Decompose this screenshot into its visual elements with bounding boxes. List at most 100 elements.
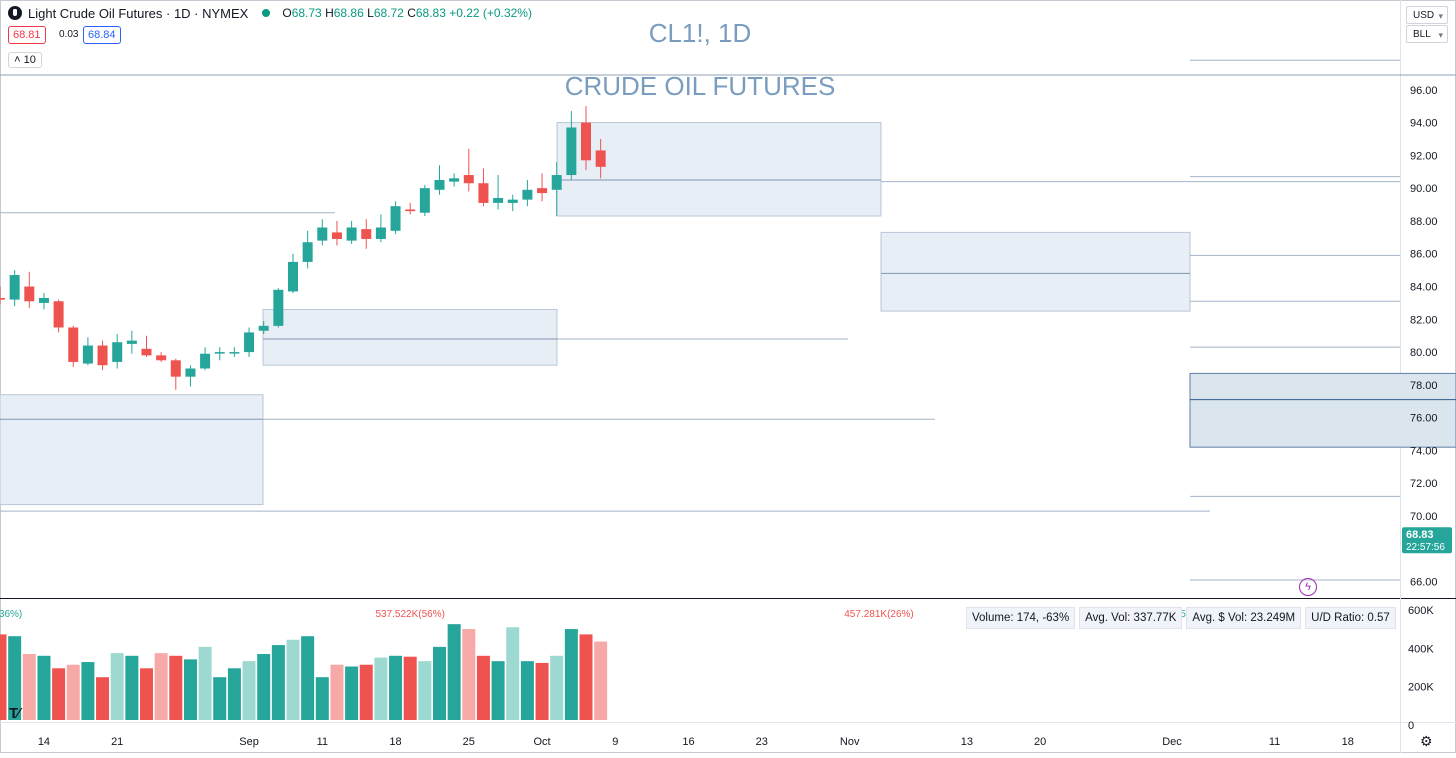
collapse-indicators-button[interactable]: ˄ 10 [8, 52, 42, 68]
volume-label: 537.522K(56%) [375, 609, 445, 620]
volume-bar [8, 636, 22, 720]
gear-icon[interactable]: ⚙ [1420, 733, 1433, 749]
y-tick-label: 92.00 [1410, 150, 1438, 162]
candle-body [126, 340, 137, 344]
x-tick-label: 9 [612, 736, 618, 748]
y-tick-label: 80.00 [1410, 347, 1438, 359]
candle-body [581, 122, 591, 161]
bar-countdown: 22:57:56 [1406, 542, 1445, 553]
candle-body [361, 229, 372, 239]
supply-zone-1 [556, 122, 882, 217]
oil-drop-icon [8, 6, 22, 20]
volume-bar [374, 657, 388, 720]
y-tick-label: 94.00 [1410, 118, 1438, 130]
x-tick-label: 11 [317, 736, 328, 748]
volume-bar [330, 664, 344, 720]
currency-select[interactable]: USD [1406, 6, 1448, 25]
last-price-tag [1402, 527, 1452, 554]
x-tick-label: 11 [1269, 736, 1280, 748]
volume-bar [301, 636, 315, 720]
candle-body [24, 286, 35, 302]
y-tick-label: 82.00 [1410, 314, 1438, 326]
y-tick-label: 90.00 [1410, 183, 1438, 195]
candle-body [419, 188, 430, 213]
volume-bar [227, 668, 241, 720]
demand-zone-1 [0, 394, 264, 506]
candle-body [493, 197, 504, 203]
volume-bar [462, 629, 476, 720]
y-tick-label: 84.00 [1410, 282, 1438, 294]
x-tick-label: 13 [961, 736, 973, 748]
candle-body [375, 227, 386, 239]
volume-label: 457.281K(26%) [844, 609, 914, 620]
candle-body [522, 189, 533, 200]
volume-bar [594, 641, 608, 720]
volume-bar [345, 666, 359, 720]
volume-bar [418, 661, 432, 720]
spread-value: 0.03 [55, 27, 83, 43]
candle-body [317, 227, 328, 241]
volume-axis-label: 0 [1408, 720, 1414, 732]
y-tick-label: 66.00 [1410, 577, 1438, 589]
candle-body [390, 206, 401, 231]
avg-dollar-volume-stat: Avg. $ Vol: 23.249M [1186, 607, 1302, 629]
volume-label: 14K(36%) [0, 609, 22, 620]
symbol-title[interactable]: Light Crude Oil Futures · 1D · NYMEX [28, 5, 249, 21]
candle-body [244, 332, 255, 353]
avg-volume-stat: Avg. Vol: 337.77K [1079, 607, 1183, 629]
volume-bar [169, 655, 183, 720]
volume-bar [286, 639, 300, 720]
volume-bar [125, 655, 139, 720]
y-tick-label: 86.00 [1410, 249, 1438, 261]
x-tick-label: 25 [463, 736, 475, 748]
candle-body [82, 345, 93, 364]
volume-stats: Volume: 174, -63% Avg. Vol: 337.77K Avg.… [966, 607, 1396, 629]
volume-bar [359, 664, 373, 720]
x-tick-label: Sep [239, 736, 259, 748]
candle-body [258, 325, 269, 331]
candle-body [507, 199, 518, 203]
tradingview-logo: T⁄ [9, 705, 20, 722]
volume-bar [22, 654, 36, 720]
x-tick-label: 18 [1342, 736, 1354, 748]
volume-bar [81, 662, 95, 720]
volume-axis-label: 600K [1408, 605, 1434, 617]
candle-body [434, 179, 445, 190]
volume-stat: Volume: 174, -63% [966, 607, 1076, 629]
volume-axis-label: 200K [1408, 682, 1434, 694]
x-tick-label: Dec [1162, 736, 1182, 748]
candle-body [449, 178, 460, 182]
candle-body [97, 345, 108, 366]
x-tick-label: 14 [38, 736, 50, 748]
candle-body [156, 355, 167, 361]
volume-bar [154, 653, 168, 720]
volume-bar [242, 661, 256, 720]
candle-body [331, 232, 342, 239]
volume-bar [0, 634, 7, 720]
candle-body [595, 150, 606, 167]
buy-button[interactable]: 68.84 [83, 26, 121, 44]
candle-body [273, 289, 284, 326]
candle-body [346, 227, 357, 241]
candle-body [185, 368, 196, 377]
volume-bar [183, 659, 197, 720]
volume-bar [140, 668, 153, 720]
x-tick-label: 20 [1034, 736, 1046, 748]
demand-zone-2 [262, 308, 558, 366]
last-price-value: 68.83 [1406, 529, 1434, 541]
volume-bar [198, 646, 212, 720]
sell-button[interactable]: 68.81 [8, 26, 46, 44]
candle-body [68, 327, 79, 362]
lightning-icon[interactable]: ϟ [1299, 578, 1317, 596]
supply-zone-2 [880, 231, 1191, 312]
x-tick-label: 21 [111, 736, 123, 748]
candle-body [478, 183, 489, 203]
name-annotation: CRUDE OIL FUTURES [565, 71, 836, 101]
volume-bar [564, 629, 578, 720]
candle-body [200, 353, 211, 369]
volume-bar [52, 668, 66, 720]
unit-select[interactable]: BLL [1406, 25, 1448, 44]
x-tick-label: 18 [389, 736, 401, 748]
